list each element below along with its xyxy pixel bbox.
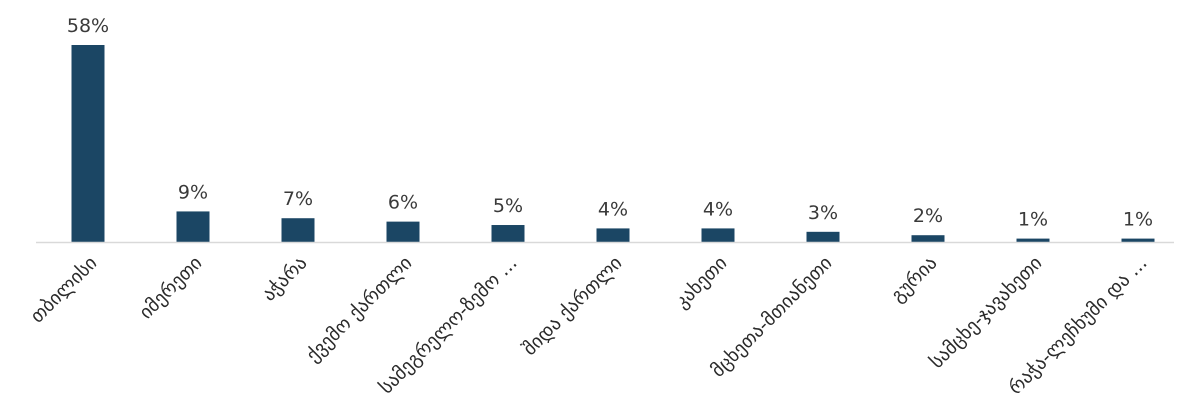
category-label-9: სამცხე-ჯავახეთი <box>926 252 1047 373</box>
bar-9 <box>1016 238 1050 242</box>
category-label-6: კახეთი <box>671 252 732 313</box>
bar-4 <box>491 225 525 242</box>
bar-5 <box>596 228 630 242</box>
data-label-7: 3% <box>808 202 838 224</box>
data-label-1: 9% <box>178 181 208 203</box>
category-label-1: იმერეთი <box>135 252 207 324</box>
category-label-8: გურია <box>887 252 942 307</box>
data-label-0: 58% <box>67 15 109 37</box>
bar-3 <box>386 221 420 242</box>
bars-layer <box>71 45 1155 242</box>
bar-8 <box>911 235 945 242</box>
bar-6 <box>701 228 735 242</box>
data-label-5: 4% <box>598 198 628 220</box>
bar-7 <box>806 231 840 242</box>
data-label-4: 5% <box>493 195 523 217</box>
bar-0 <box>71 45 105 242</box>
category-label-5: შიდა ქართლი <box>519 252 627 360</box>
category-label-2: აჭარა <box>258 252 312 306</box>
data-label-2: 7% <box>283 188 313 210</box>
data-label-10: 1% <box>1123 209 1153 231</box>
category-label-0: თბილისი <box>26 252 101 327</box>
bar-10 <box>1121 238 1155 242</box>
bar-1 <box>176 211 210 242</box>
category-label-3: ქვემო ქართლი <box>302 252 416 366</box>
data-label-6: 4% <box>703 198 733 220</box>
data-label-8: 2% <box>913 205 943 227</box>
value-labels-layer: 58% 9% 7% 6% 5% 4% 4% 3% 2% 1% 1% <box>67 15 1153 231</box>
data-label-3: 6% <box>388 192 418 214</box>
bar-2 <box>281 218 315 242</box>
data-label-9: 1% <box>1018 209 1048 231</box>
